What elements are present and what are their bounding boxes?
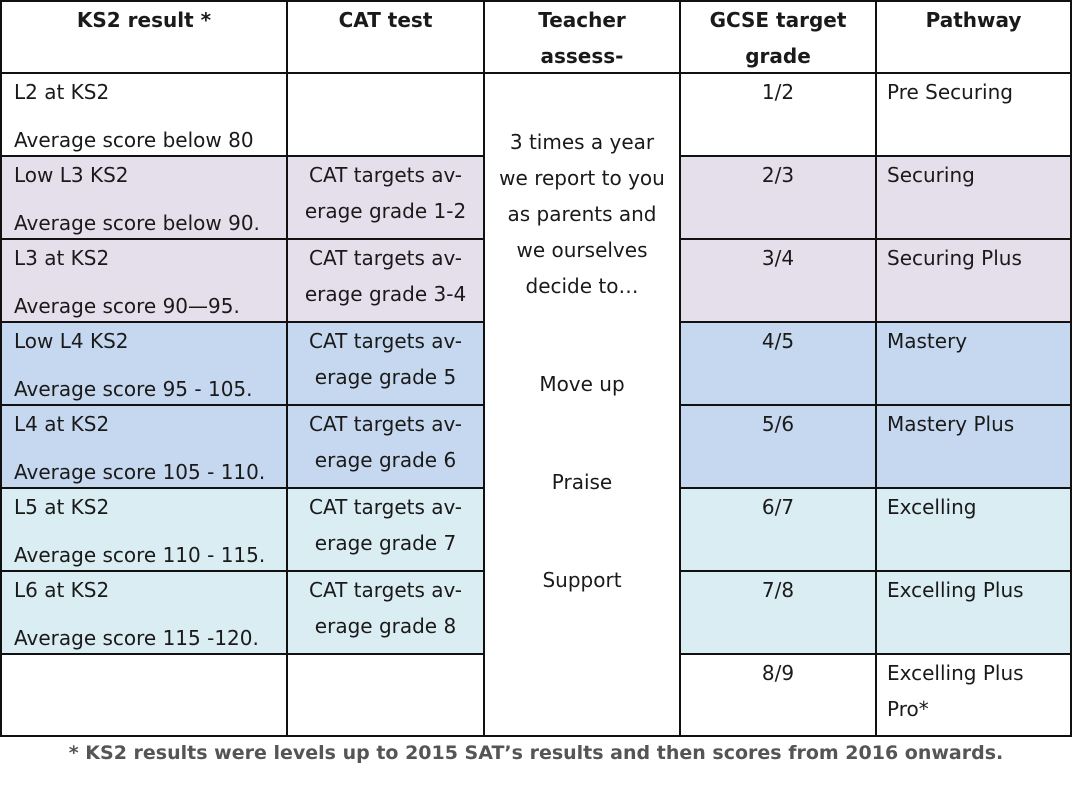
pathway-name: Excelling	[887, 495, 977, 519]
teacher-assessments-cell: 3 times a year we report to you as paren…	[485, 74, 681, 735]
table-row-gcse-cell: 3/4	[681, 240, 877, 323]
teacher-intro-line: we ourselves	[516, 238, 648, 262]
header-cat-label: CAT test	[338, 8, 433, 32]
ks2-level: Low L4 KS2	[14, 329, 129, 353]
cat-target-line2: erage grade 1-2	[304, 199, 467, 223]
table-row-pathway-cell: Excelling	[877, 489, 1070, 572]
table-row-gcse-cell: 8/9	[681, 655, 877, 735]
table-row-ks2-cell: L4 at KS2 Average score 105 - 110.	[2, 406, 288, 489]
teacher-action-move-up: Move up	[539, 372, 625, 396]
cat-target-line1: CAT targets av-	[308, 578, 463, 602]
teacher-intro-line: we report to you	[499, 166, 665, 190]
table-row-pathway-cell: Excelling Plus Pro*	[877, 655, 1070, 735]
table-row-cat-cell	[288, 74, 485, 157]
cat-target-line1: CAT targets av-	[308, 163, 463, 187]
table-row-ks2-cell: L2 at KS2 Average score below 80	[2, 74, 288, 157]
table-row-cat-cell: CAT targets av- erage grade 5	[288, 323, 485, 406]
ks2-score: Average score 110 - 115.	[14, 543, 266, 567]
cat-target-line1: CAT targets av-	[308, 495, 463, 519]
teacher-intro-line: as parents and	[507, 202, 657, 226]
teacher-intro-line: decide to…	[525, 274, 639, 298]
ks2-level: L2 at KS2	[14, 80, 110, 104]
pathway-name: Pre Securing	[887, 80, 1013, 104]
header-gcse-line1: GCSE target	[709, 8, 847, 32]
table-row-cat-cell	[288, 655, 485, 735]
table-row-ks2-cell: Low L4 KS2 Average score 95 - 105.	[2, 323, 288, 406]
table-row-gcse-cell: 6/7	[681, 489, 877, 572]
cat-target-line2: erage grade 5	[314, 365, 457, 389]
cat-target-line2: erage grade 8	[314, 614, 457, 638]
header-ks2-result: KS2 result *	[2, 2, 288, 74]
table-row-gcse-cell: 4/5	[681, 323, 877, 406]
ks2-level: Low L3 KS2	[14, 163, 129, 187]
cat-target-line1: CAT targets av-	[308, 246, 463, 270]
table-row-ks2-cell: L6 at KS2 Average score 115 -120.	[2, 572, 288, 655]
header-pathway: Pathway	[877, 2, 1070, 74]
ks2-score: Average score 105 - 110.	[14, 460, 266, 484]
ks2-score: Average score 95 - 105.	[14, 377, 253, 401]
table-row-gcse-cell: 5/6	[681, 406, 877, 489]
teacher-intro-line: 3 times a year	[509, 130, 655, 154]
footnote: * KS2 results were levels up to 2015 SAT…	[68, 742, 1004, 764]
cat-target-line1: CAT targets av-	[308, 329, 463, 353]
table-row-gcse-cell: 1/2	[681, 74, 877, 157]
table-row-ks2-cell: L3 at KS2 Average score 90—95.	[2, 240, 288, 323]
table-row-pathway-cell: Securing Plus	[877, 240, 1070, 323]
table-row-cat-cell: CAT targets av- erage grade 8	[288, 572, 485, 655]
ks2-score: Average score 90—95.	[14, 294, 240, 318]
cat-target-line2: erage grade 6	[314, 448, 457, 472]
teacher-action-praise: Praise	[551, 470, 613, 494]
pathway-name: Excelling Plus	[887, 578, 1024, 602]
table-row-pathway-cell: Excelling Plus	[877, 572, 1070, 655]
header-gcse-line2: grade	[745, 44, 811, 68]
ks2-score: Average score below 80	[14, 128, 254, 152]
header-pathway-label: Pathway	[925, 8, 1022, 32]
ks2-level: L3 at KS2	[14, 246, 110, 270]
pathway-name: Excelling Plus	[887, 661, 1024, 685]
table-row-cat-cell: CAT targets av- erage grade 3-4	[288, 240, 485, 323]
cat-target-line2: erage grade 7	[314, 531, 457, 555]
teacher-action-support: Support	[542, 568, 622, 592]
table-row-pathway-cell: Pre Securing	[877, 74, 1070, 157]
ks2-level: L5 at KS2	[14, 495, 110, 519]
ks2-level: L4 at KS2	[14, 412, 110, 436]
ks2-score: Average score 115 -120.	[14, 626, 259, 650]
pathway-name: Securing Plus	[887, 246, 1022, 270]
table-row-gcse-cell: 7/8	[681, 572, 877, 655]
header-cat-test: CAT test	[288, 2, 485, 74]
cat-target-line1: CAT targets av-	[308, 412, 463, 436]
table-row-cat-cell: CAT targets av- erage grade 7	[288, 489, 485, 572]
table-row-pathway-cell: Mastery Plus	[877, 406, 1070, 489]
header-gcse-target: GCSE target grade	[681, 2, 877, 74]
table-row-pathway-cell: Securing	[877, 157, 1070, 240]
header-ks2-label: KS2 result *	[76, 8, 212, 32]
pathway-name: Securing	[887, 163, 975, 187]
ks2-level: L6 at KS2	[14, 578, 110, 602]
cat-target-line2: erage grade 3-4	[304, 282, 467, 306]
table-row-ks2-cell: L5 at KS2 Average score 110 - 115.	[2, 489, 288, 572]
pathway-table: KS2 result * CAT test Teacher assess- me…	[0, 0, 1072, 737]
ks2-score: Average score below 90.	[14, 211, 260, 235]
pathway-name: Mastery Plus	[887, 412, 1015, 436]
teacher-intro-text: 3 times a year we report to you as paren…	[485, 124, 679, 304]
table-row-cat-cell: CAT targets av- erage grade 6	[288, 406, 485, 489]
header-teacher-assessments: Teacher assess- ments	[485, 2, 681, 104]
pathway-name: Mastery	[887, 329, 968, 353]
table-row-ks2-cell	[2, 655, 288, 735]
table-row-ks2-cell: Low L3 KS2 Average score below 90.	[2, 157, 288, 240]
table-row-cat-cell: CAT targets av- erage grade 1-2	[288, 157, 485, 240]
table-row-gcse-cell: 2/3	[681, 157, 877, 240]
table-row-pathway-cell: Mastery	[877, 323, 1070, 406]
pathway-name-continued: Pro*	[887, 697, 929, 721]
header-teacher-line1: Teacher assess-	[538, 8, 626, 68]
